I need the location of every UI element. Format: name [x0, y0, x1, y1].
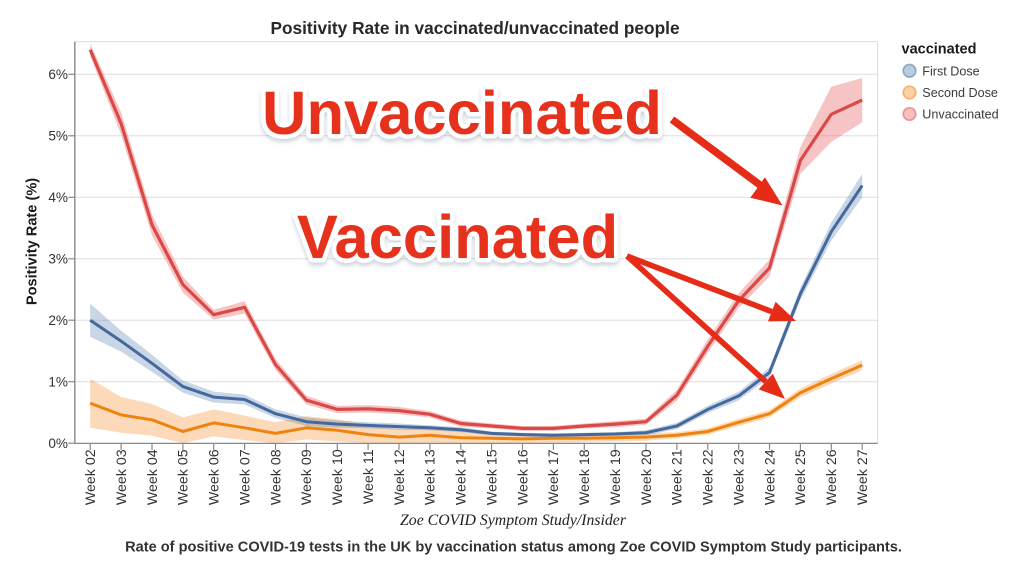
svg-text:Week 20: Week 20: [639, 449, 655, 505]
svg-text:Week 15: Week 15: [484, 449, 500, 505]
svg-text:2%: 2%: [48, 313, 68, 328]
svg-text:Week 04: Week 04: [145, 449, 161, 505]
svg-text:Week 24: Week 24: [762, 449, 778, 505]
svg-text:3%: 3%: [48, 252, 68, 267]
svg-text:Week 19: Week 19: [608, 449, 624, 505]
svg-text:Week 09: Week 09: [299, 449, 315, 505]
svg-text:First Dose: First Dose: [922, 64, 979, 78]
svg-text:Positivity Rate in vaccinated/: Positivity Rate in vaccinated/unvaccinat…: [270, 18, 680, 38]
svg-text:Unvaccinated: Unvaccinated: [262, 79, 662, 148]
svg-text:0%: 0%: [48, 436, 68, 451]
svg-text:Week 25: Week 25: [793, 449, 809, 505]
svg-text:Zoe COVID Symptom Study/Inside: Zoe COVID Symptom Study/Insider: [400, 512, 627, 529]
svg-text:Week 26: Week 26: [824, 449, 840, 505]
svg-text:6%: 6%: [48, 67, 68, 82]
svg-text:Week 06: Week 06: [207, 449, 223, 505]
svg-text:Week 08: Week 08: [268, 449, 284, 505]
svg-text:Week 17: Week 17: [546, 449, 562, 505]
svg-text:Week 18: Week 18: [577, 449, 593, 505]
svg-text:Week 27: Week 27: [855, 449, 871, 505]
svg-text:Week 11: Week 11: [361, 449, 377, 504]
svg-text:Unvaccinated: Unvaccinated: [922, 108, 998, 122]
svg-text:Week 12: Week 12: [392, 449, 408, 505]
svg-text:Positivity Rate (%): Positivity Rate (%): [24, 178, 40, 305]
svg-text:Week 21: Week 21: [670, 449, 686, 505]
svg-text:Week 03: Week 03: [114, 449, 130, 505]
svg-text:Week 16: Week 16: [515, 449, 531, 505]
svg-text:Week 07: Week 07: [237, 449, 253, 505]
svg-text:Week 13: Week 13: [423, 449, 439, 505]
svg-text:Week 14: Week 14: [454, 449, 470, 505]
svg-text:Week 05: Week 05: [176, 449, 192, 505]
svg-text:Week 02: Week 02: [83, 449, 99, 505]
svg-text:4%: 4%: [48, 190, 68, 205]
svg-text:Week 10: Week 10: [330, 449, 346, 505]
svg-text:5%: 5%: [48, 129, 68, 144]
svg-text:Week 23: Week 23: [732, 449, 748, 505]
svg-text:vaccinated: vaccinated: [902, 42, 977, 58]
svg-text:Vaccinated: Vaccinated: [297, 203, 618, 272]
svg-text:Week 22: Week 22: [701, 449, 717, 505]
svg-text:Second Dose: Second Dose: [922, 86, 998, 100]
svg-text:1%: 1%: [48, 374, 68, 389]
svg-text:Rate of positive COVID-19 test: Rate of positive COVID-19 tests in the U…: [125, 540, 902, 556]
